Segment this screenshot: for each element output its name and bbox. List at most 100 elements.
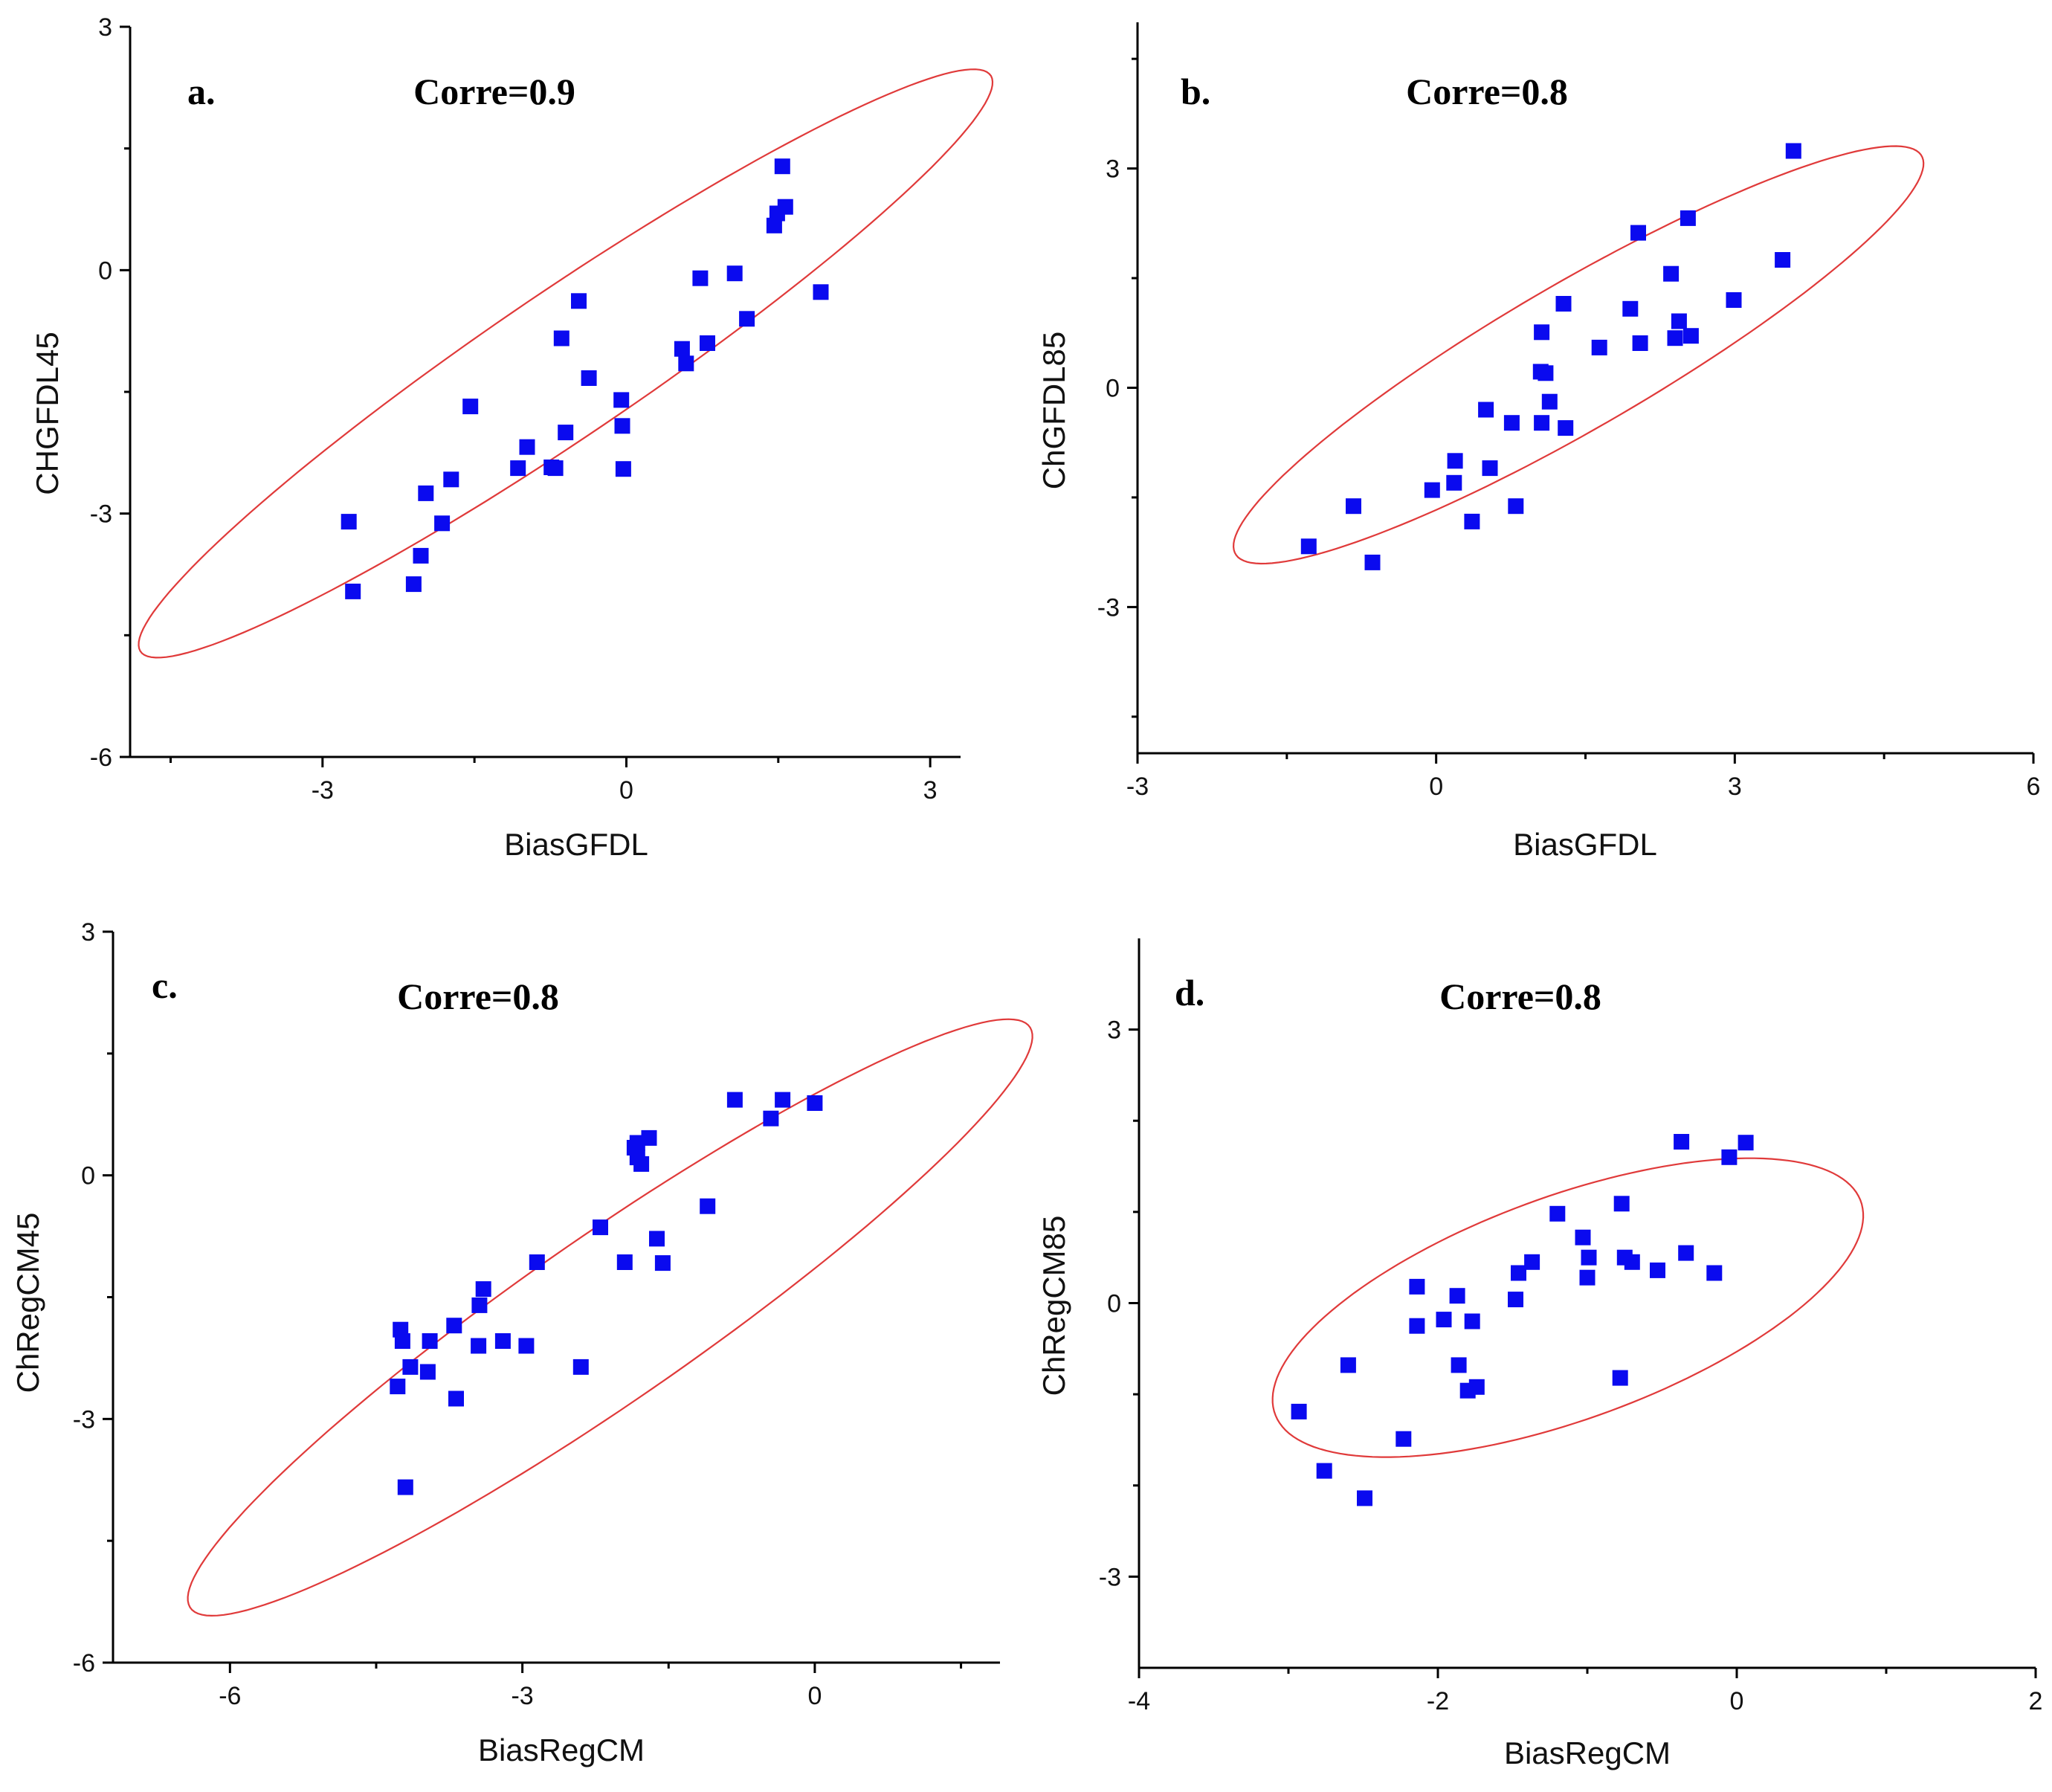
panel-b-data-point: [1671, 313, 1687, 329]
panel-d-plot-area: -4 -2 0 2 -3 0 3: [1099, 938, 2043, 1715]
panel-c-data-point: [448, 1390, 464, 1407]
panel-b-data-point: [1682, 328, 1699, 344]
panel-c-data-point: [419, 1364, 436, 1380]
panel-d-data-point: [1706, 1265, 1723, 1281]
panel-d-correlation-annotation: Corre=0.8: [1439, 976, 1601, 1017]
panel-c-data-point: [633, 1156, 650, 1172]
panel-b-x-tick-label: 0: [1429, 773, 1443, 801]
panel-c-data-point: [726, 1092, 743, 1108]
panel-b-y-tick-label: -3: [1097, 593, 1120, 622]
panel-b-data-point: [1558, 420, 1574, 436]
panel-c-x-axis-label: BiasRegCM: [478, 1733, 645, 1767]
panel-c-y-tick-label: -3: [73, 1405, 95, 1434]
panel-b-data-point: [1555, 296, 1572, 312]
panel-b-data-point: [1447, 453, 1463, 469]
panel-b-data-point: [1663, 265, 1680, 282]
panel-b-data-point: [1534, 324, 1550, 341]
panel-d-data-point: [1508, 1292, 1523, 1308]
panel-b-confidence-ellipse: [1232, 145, 1925, 565]
panel-c-data-point: [394, 1333, 410, 1349]
panel-c-data-point: [593, 1219, 608, 1236]
panel-a-x-tick-label: -3: [312, 776, 334, 805]
panel-a-data-point: [345, 583, 361, 599]
panel-c-data-point: [397, 1479, 413, 1495]
panel-a-data-point: [674, 341, 690, 357]
panel-a-data-point: [614, 418, 630, 434]
panel-b: b. Corre=0.8 BiasGFDL ChGFDL85 -3 0 3 6 -3 0 3: [1036, 22, 2040, 862]
panel-d-data-point: [1511, 1265, 1526, 1281]
panel-c-data-point: [807, 1095, 823, 1111]
panel-a-data-point: [726, 265, 743, 282]
panel-b-x-tick-label: 6: [2027, 773, 2041, 801]
panel-a-tag: a.: [187, 71, 216, 112]
panel-b-data-point: [1622, 300, 1639, 317]
panel-a-x-tick-label: 3: [923, 776, 938, 805]
panel-c-data-point: [775, 1092, 791, 1108]
panel-c-y-axis-label: ChRegCM45: [10, 1213, 45, 1393]
panel-b-data-point: [1424, 482, 1440, 498]
panel-d-x-tick-label: 2: [2029, 1687, 2043, 1715]
panel-d-data-point: [1678, 1245, 1694, 1261]
panel-b-data-point: [1538, 365, 1554, 381]
panel-d-confidence-ellipse: [1271, 1157, 1865, 1458]
panel-d-data-point: [1549, 1205, 1566, 1222]
panel-a-data-point: [443, 471, 459, 488]
panel-b-plot-area: -3 0 3 6 -3 0 3: [1097, 22, 2041, 801]
panel-b-data-point: [1446, 474, 1462, 491]
panel-a-data-point: [519, 439, 535, 455]
panel-c-data-point: [518, 1338, 535, 1354]
panel-c-data-point: [471, 1338, 487, 1354]
panel-d-data-point: [1468, 1379, 1485, 1395]
panel-a-plot-area: -3 0 3 -6 -3 0 3: [90, 13, 994, 805]
panel-a-data-point: [413, 547, 429, 564]
panel-c-data-point: [641, 1129, 657, 1146]
panel-d-data-point: [1396, 1431, 1412, 1447]
panel-a: a. Corre=0.9 BiasGFDL CHGFDL45 -3 0 3 -6 -3 0…: [30, 13, 994, 862]
panel-b-data-point: [1680, 210, 1696, 226]
panel-c-confidence-ellipse: [187, 1018, 1033, 1617]
panel-b-data-point: [1503, 415, 1520, 431]
panel-a-data-point: [581, 370, 597, 386]
panel-a-data-point: [739, 311, 755, 327]
panel-d-data-point: [1291, 1403, 1307, 1419]
panel-b-tag: b.: [1181, 71, 1210, 112]
panel-c-data-point: [572, 1358, 589, 1375]
panel-a-y-axis-label: CHGFDL45: [30, 332, 65, 494]
panel-d-data-point: [1612, 1370, 1628, 1386]
panel-c-data-point: [654, 1255, 671, 1272]
panel-d-data-point: [1674, 1134, 1690, 1150]
panel-d-data-point: [1409, 1278, 1425, 1295]
panel-a-data-point: [462, 399, 479, 415]
panel-c-x-tick-label: 0: [807, 1682, 822, 1710]
panel-c-data-point: [649, 1231, 665, 1247]
panel-b-data-point: [1775, 252, 1791, 268]
panel-b-data-point: [1464, 513, 1480, 529]
panel-d-data-point: [1436, 1312, 1452, 1328]
panel-d-data-point: [1357, 1490, 1372, 1506]
panel-b-data-point: [1534, 415, 1550, 431]
panel-a-data-point: [700, 335, 715, 351]
panel-d-x-tick-label: -2: [1427, 1687, 1449, 1715]
panel-a-data-point: [553, 330, 570, 347]
panel-a-data-point: [510, 460, 526, 477]
panel-b-data-point: [1508, 498, 1524, 515]
panel-b-data-point: [1482, 460, 1498, 477]
panel-c-data-point: [494, 1333, 511, 1349]
panel-d-x-axis-label: BiasRegCM: [1504, 1735, 1671, 1770]
panel-a-confidence-ellipse: [138, 68, 994, 659]
panel-a-data-point: [558, 425, 574, 441]
panel-d-data-point: [1575, 1229, 1591, 1245]
panel-d-x-tick-label: 0: [1730, 1687, 1744, 1715]
panel-b-x-axis-label: BiasGFDL: [1513, 827, 1657, 862]
panel-d-data-point: [1721, 1149, 1738, 1165]
panel-c-y-tick-label: 3: [81, 918, 95, 947]
panel-a-data-point: [547, 460, 564, 477]
panel-d-data-point: [1409, 1318, 1425, 1334]
panel-b-data-point: [1346, 498, 1361, 515]
panel-c-x-tick-label: -3: [511, 1682, 533, 1710]
panel-b-data-point: [1632, 335, 1648, 351]
panel-d-tag: d.: [1175, 972, 1204, 1013]
panel-d-data-point: [1650, 1262, 1665, 1278]
panel-c-data-point: [616, 1254, 633, 1270]
